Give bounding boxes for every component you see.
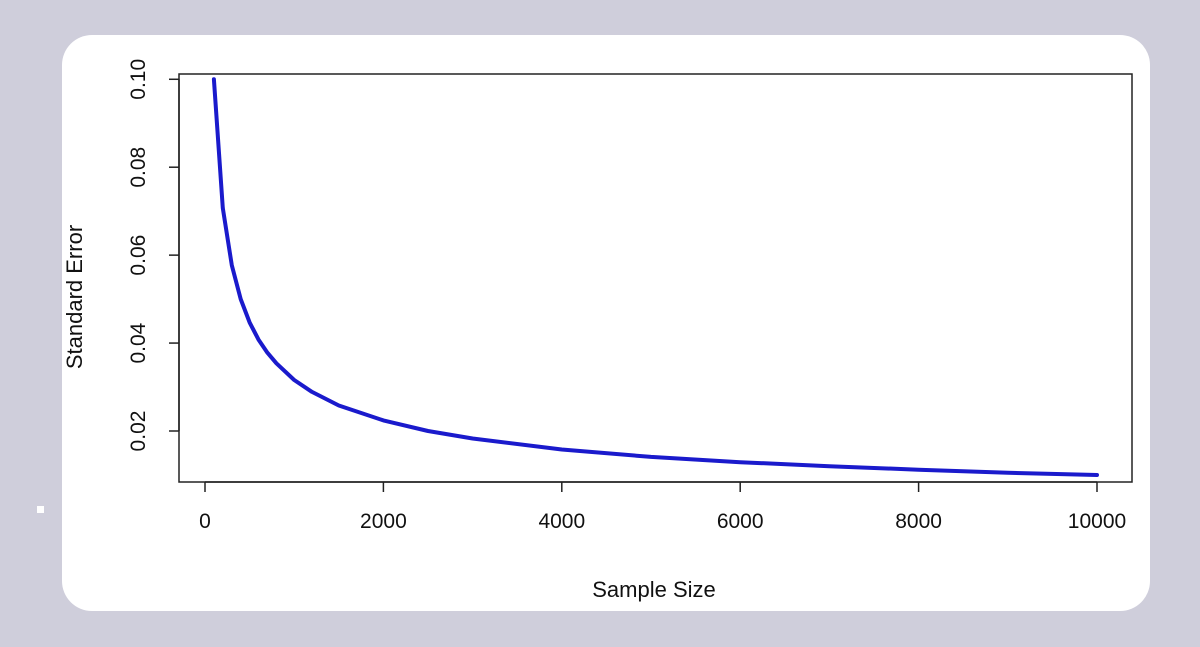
decorative-dot [37, 506, 44, 513]
x-tick-label: 6000 [717, 510, 764, 533]
x-tick-label: 8000 [895, 510, 942, 533]
y-tick-label: 0.10 [127, 59, 150, 100]
x-tick-label: 2000 [360, 510, 407, 533]
y-tick-label: 0.04 [127, 322, 150, 363]
standard-error-chart: 0 2000 4000 6000 8000 10000 0.020.040.060.080… [62, 59, 1133, 602]
x-tick-label: 10000 [1068, 510, 1126, 533]
y-axis: 0.02 0.04 0.06 0.08 0.10 [127, 59, 180, 452]
series-line [211, 77, 1099, 477]
plot-frame [178, 73, 1133, 483]
x-tick-label: 4000 [538, 510, 585, 533]
x-axis: 0 2000 4000 6000 8000 10000 [199, 481, 1126, 533]
x-tick-label: 0 [199, 510, 211, 533]
x-axis-label: Sample Size [592, 577, 716, 602]
chart-card: 0 2000 4000 6000 8000 10000 0.02 0.04 0.06 0.08 0… [62, 35, 1150, 611]
y-tick-label: 0.06 [127, 235, 150, 276]
y-axis-label: Standard Error [62, 225, 87, 369]
y-tick-label: 0.02 [127, 411, 150, 452]
series-layer [211, 77, 1099, 477]
y-tick-label: 0.08 [127, 147, 150, 188]
